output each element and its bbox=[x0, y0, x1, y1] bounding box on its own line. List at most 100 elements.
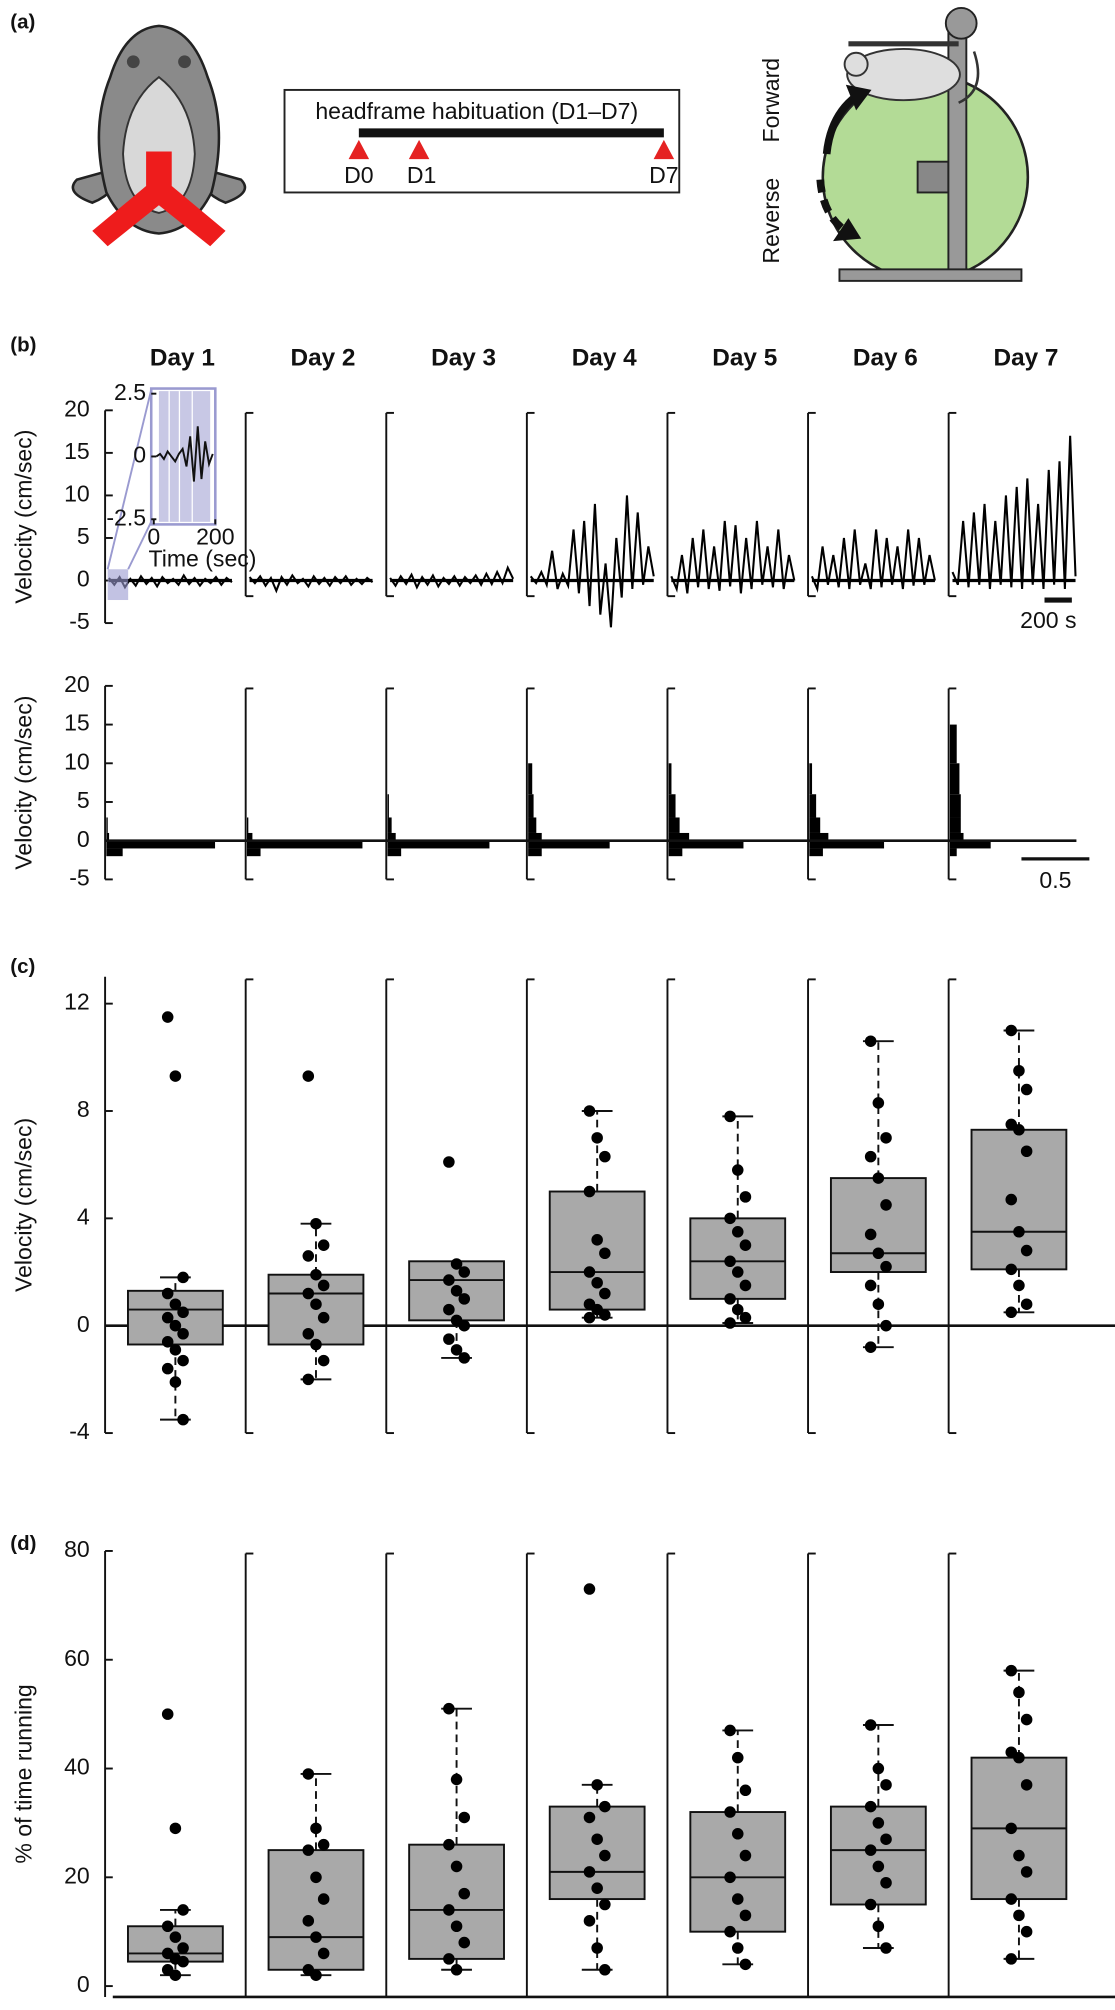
data-point bbox=[1020, 1866, 1033, 1878]
histogram-bar bbox=[106, 840, 216, 849]
box bbox=[127, 1289, 224, 1346]
panel-label: (d) bbox=[10, 1532, 36, 1555]
data-point bbox=[731, 1828, 744, 1840]
data-point bbox=[599, 1247, 611, 1260]
data-point bbox=[443, 1904, 455, 1916]
data-point bbox=[450, 1964, 463, 1976]
data-point bbox=[443, 1274, 455, 1286]
histogram-bar bbox=[809, 840, 885, 849]
data-point bbox=[169, 1344, 182, 1356]
data-point bbox=[880, 1132, 892, 1144]
data-point bbox=[880, 1876, 892, 1889]
inset-y-tick-label: -2.5 bbox=[106, 504, 146, 530]
data-point bbox=[599, 1964, 611, 1976]
data-point bbox=[724, 1317, 736, 1329]
data-point bbox=[310, 1268, 322, 1281]
data-point bbox=[591, 1833, 603, 1846]
data-point bbox=[458, 1266, 471, 1278]
data-point bbox=[739, 1958, 752, 1971]
y-tick-label: 10 bbox=[64, 748, 90, 774]
data-point bbox=[599, 1800, 611, 1813]
data-point bbox=[880, 1260, 892, 1273]
data-point bbox=[177, 1354, 189, 1367]
day-title: Day 5 bbox=[712, 345, 777, 372]
inset-callout bbox=[106, 389, 153, 570]
y-tick-label: 10 bbox=[64, 481, 90, 507]
data-point bbox=[872, 1762, 885, 1775]
histogram-bar bbox=[949, 840, 991, 849]
timeline-markers bbox=[348, 139, 675, 160]
data-point bbox=[302, 1070, 315, 1082]
data-point bbox=[731, 1893, 744, 1905]
data-point bbox=[864, 1035, 877, 1047]
data-point bbox=[880, 1942, 892, 1954]
y-tick-label: 4 bbox=[77, 1203, 90, 1229]
y-tick-label: 20 bbox=[64, 1862, 90, 1888]
histogram-bar bbox=[809, 832, 829, 841]
data-point bbox=[1020, 1298, 1033, 1311]
data-point bbox=[1013, 1124, 1025, 1136]
data-point bbox=[169, 1969, 182, 1981]
data-point bbox=[872, 1247, 885, 1260]
data-point bbox=[1013, 1279, 1025, 1292]
day-title: Day 4 bbox=[572, 345, 637, 372]
data-point bbox=[880, 1319, 892, 1332]
histogram-bar bbox=[668, 840, 744, 849]
data-point bbox=[450, 1773, 463, 1786]
data-point bbox=[880, 1199, 892, 1211]
velocity-trace bbox=[529, 495, 655, 628]
data-point bbox=[161, 1011, 174, 1023]
data-point bbox=[599, 1309, 611, 1321]
histogram-bar bbox=[949, 763, 960, 795]
data-point bbox=[161, 1311, 174, 1324]
histogram-bar bbox=[668, 763, 672, 795]
data-point bbox=[1005, 1953, 1018, 1965]
data-point bbox=[583, 1583, 596, 1595]
histogram-bar bbox=[809, 848, 823, 857]
data-point bbox=[310, 1217, 322, 1230]
data-point bbox=[458, 1887, 471, 1900]
data-point bbox=[177, 1327, 189, 1340]
data-point bbox=[864, 1719, 877, 1731]
y-tick-label: -5 bbox=[69, 608, 90, 634]
data-point bbox=[161, 1920, 174, 1933]
histogram-bar bbox=[246, 832, 253, 841]
y-tick-label: 5 bbox=[77, 523, 90, 549]
data-point bbox=[310, 1298, 322, 1311]
histogram-bar bbox=[528, 794, 534, 818]
data-point bbox=[302, 1250, 315, 1262]
histogram-bar bbox=[106, 832, 110, 841]
y-tick-label: 0 bbox=[77, 826, 90, 852]
data-point bbox=[1005, 1263, 1018, 1276]
y-tick-label: 0 bbox=[77, 1971, 90, 1997]
data-point bbox=[169, 1070, 182, 1082]
histogram-bar bbox=[949, 832, 964, 841]
histogram-bar bbox=[809, 794, 817, 818]
data-point bbox=[583, 1311, 596, 1324]
histogram-bar bbox=[809, 763, 813, 795]
data-point bbox=[450, 1344, 463, 1356]
data-point bbox=[731, 1751, 744, 1764]
data-point bbox=[724, 1925, 736, 1938]
data-point bbox=[458, 1936, 471, 1949]
data-point bbox=[872, 1860, 885, 1873]
data-point bbox=[1013, 1849, 1025, 1862]
histogram-bar bbox=[106, 817, 108, 833]
data-point bbox=[1005, 1024, 1018, 1037]
velocity-trace bbox=[810, 529, 936, 593]
y-tick-label: 40 bbox=[64, 1754, 90, 1780]
data-point bbox=[583, 1915, 596, 1927]
data-point bbox=[1005, 1664, 1018, 1677]
y-tick-label: 60 bbox=[64, 1645, 90, 1671]
data-point bbox=[458, 1352, 471, 1364]
inset-y-tick-label: 2.5 bbox=[114, 379, 146, 405]
histogram-bar bbox=[528, 832, 542, 841]
velocity-trace bbox=[248, 573, 374, 594]
data-point bbox=[599, 1898, 611, 1911]
data-point bbox=[169, 1376, 182, 1388]
data-point bbox=[599, 1150, 611, 1163]
data-point bbox=[1013, 1686, 1025, 1699]
data-point bbox=[1020, 1244, 1033, 1257]
